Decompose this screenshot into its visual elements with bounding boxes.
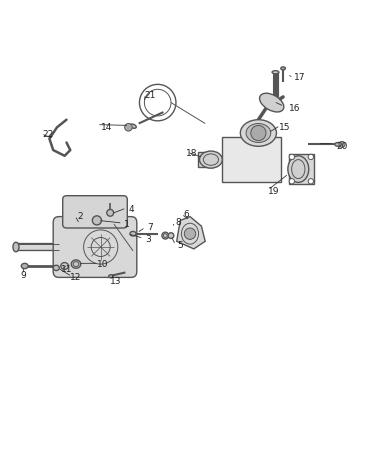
- Ellipse shape: [162, 232, 169, 239]
- Ellipse shape: [281, 67, 285, 70]
- Ellipse shape: [109, 275, 113, 278]
- Ellipse shape: [272, 71, 279, 74]
- Text: 2: 2: [77, 212, 82, 221]
- Text: 18: 18: [186, 150, 198, 158]
- Text: 14: 14: [101, 123, 112, 132]
- Text: 5: 5: [177, 241, 184, 250]
- Text: 20: 20: [336, 142, 348, 151]
- Ellipse shape: [168, 233, 174, 238]
- FancyBboxPatch shape: [63, 196, 127, 228]
- FancyBboxPatch shape: [289, 154, 314, 184]
- Circle shape: [92, 216, 101, 225]
- Text: 6: 6: [183, 210, 189, 219]
- Text: 9: 9: [20, 271, 26, 280]
- Circle shape: [339, 142, 345, 147]
- Circle shape: [289, 154, 294, 160]
- Ellipse shape: [13, 242, 19, 252]
- FancyBboxPatch shape: [53, 217, 137, 277]
- Text: 12: 12: [70, 273, 82, 282]
- Circle shape: [308, 179, 313, 184]
- Circle shape: [184, 228, 196, 239]
- Ellipse shape: [200, 151, 222, 168]
- Text: 3: 3: [145, 235, 151, 244]
- Text: 8: 8: [176, 218, 182, 227]
- Circle shape: [107, 209, 114, 216]
- Text: 21: 21: [144, 91, 156, 99]
- Ellipse shape: [288, 156, 309, 182]
- Text: 7: 7: [147, 224, 153, 232]
- Ellipse shape: [71, 260, 81, 268]
- Text: 17: 17: [294, 74, 306, 82]
- Text: 16: 16: [289, 104, 300, 113]
- Text: 15: 15: [279, 123, 291, 132]
- Text: 19: 19: [268, 188, 279, 196]
- Ellipse shape: [21, 263, 28, 269]
- Circle shape: [308, 154, 313, 160]
- Circle shape: [125, 124, 132, 131]
- Text: 10: 10: [97, 260, 108, 268]
- Ellipse shape: [53, 265, 59, 271]
- Ellipse shape: [130, 231, 136, 236]
- Ellipse shape: [246, 124, 271, 142]
- Text: 22: 22: [42, 131, 53, 139]
- Ellipse shape: [130, 124, 136, 128]
- Ellipse shape: [241, 120, 277, 146]
- Polygon shape: [177, 217, 205, 249]
- Text: 1: 1: [124, 220, 130, 228]
- FancyBboxPatch shape: [222, 137, 281, 182]
- Circle shape: [251, 125, 266, 141]
- Ellipse shape: [335, 142, 342, 146]
- Text: 4: 4: [128, 205, 134, 213]
- FancyBboxPatch shape: [198, 152, 213, 167]
- Ellipse shape: [260, 93, 284, 112]
- Text: 13: 13: [110, 277, 122, 285]
- Text: 11: 11: [61, 266, 72, 274]
- Ellipse shape: [61, 263, 68, 269]
- Circle shape: [289, 179, 294, 184]
